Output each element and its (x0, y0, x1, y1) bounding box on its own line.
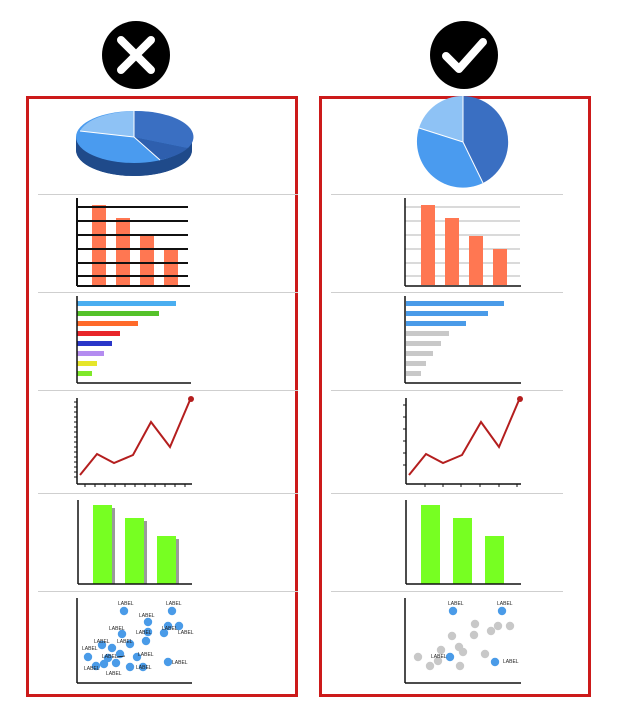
scatter-label: LABEL (136, 665, 152, 671)
scatter-label: LABEL (106, 671, 122, 677)
row-divider (38, 292, 298, 293)
scatter-label: LABEL (431, 654, 447, 660)
scatter-label: LABEL (117, 639, 133, 645)
scatter-label: LABEL (497, 601, 513, 607)
scatter-point (125, 662, 135, 672)
row-divider (331, 194, 563, 195)
bad-panel (26, 96, 298, 697)
scatter-point-muted (469, 630, 479, 640)
row-divider (331, 390, 563, 391)
scatter-point-highlight (497, 606, 507, 616)
scatter-point (119, 606, 129, 616)
scatter-label: LABEL (136, 630, 152, 636)
scatter-point (163, 621, 173, 631)
scatter-label: LABEL (139, 613, 155, 619)
scatter-point (103, 653, 113, 663)
scatter-point (167, 606, 177, 616)
scatter-label: LABEL (172, 660, 188, 666)
scatter-label: LABEL (94, 639, 110, 645)
row-divider (331, 292, 563, 293)
scatter-point-muted (486, 626, 496, 636)
scatter-point-highlight (448, 606, 458, 616)
scatter-point (107, 643, 117, 653)
scatter-point-muted (436, 645, 446, 655)
scatter-point (111, 658, 121, 668)
scatter-point (163, 657, 173, 667)
scatter-point-muted (480, 649, 490, 659)
row-divider (331, 493, 563, 494)
scatter-point-highlight (490, 657, 500, 667)
scatter-point-muted (447, 631, 457, 641)
scatter-point (91, 661, 101, 671)
row-divider (38, 591, 298, 592)
scatter-point (143, 627, 153, 637)
scatter-point (138, 662, 148, 672)
scatter-point-muted (425, 661, 435, 671)
label-leader-line (116, 655, 126, 658)
scatter-point-muted (470, 619, 480, 629)
scatter-label: LABEL (178, 630, 194, 636)
scatter-point (174, 621, 184, 631)
scatter-point-highlight (445, 652, 455, 662)
scatter-point (97, 640, 107, 650)
row-divider (331, 591, 563, 592)
scatter-point (159, 628, 169, 638)
row-divider (38, 194, 298, 195)
scatter-label: LABEL (503, 659, 519, 665)
scatter-label: LABEL (109, 626, 125, 632)
scatter-point-muted (458, 647, 468, 657)
row-divider (38, 493, 298, 494)
scatter-point (143, 617, 153, 627)
scatter-point-muted (493, 621, 503, 631)
scatter-label: LABEL (118, 601, 134, 607)
scatter-point (117, 629, 127, 639)
scatter-label: LABEL (448, 601, 464, 607)
scatter-label: LABEL (102, 654, 118, 660)
scatter-point (132, 652, 142, 662)
scatter-label: LABEL (82, 646, 98, 652)
scatter-point-muted (433, 656, 443, 666)
scatter-point-muted (413, 652, 423, 662)
scatter-point (125, 639, 135, 649)
scatter-label: LABEL (138, 652, 154, 658)
scatter-point (141, 636, 151, 646)
row-divider (38, 390, 298, 391)
scatter-point (99, 659, 109, 669)
scatter-point (83, 652, 93, 662)
scatter-label: LABEL (166, 601, 182, 607)
scatter-point-muted (505, 621, 515, 631)
scatter-label: LABEL (162, 626, 178, 632)
scatter-point-muted (455, 661, 465, 671)
scatter-label: LABEL (84, 666, 100, 672)
